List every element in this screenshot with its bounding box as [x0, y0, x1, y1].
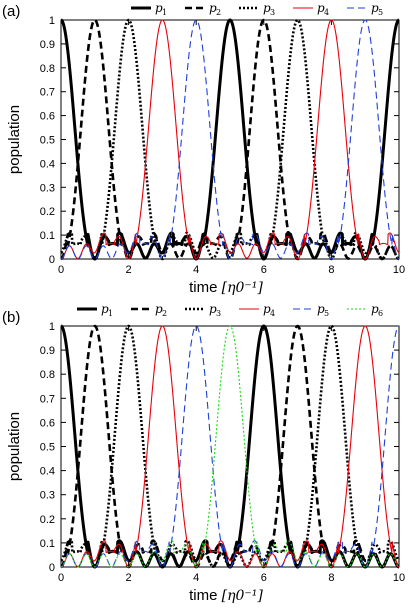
legend-label-sub-p4: 4 — [270, 309, 275, 318]
y-tick-label: 0.5 — [40, 442, 55, 454]
y-tick-label: 0.7 — [40, 87, 55, 99]
y-tick-label: 1 — [49, 15, 55, 27]
legend-label-sub-p2: 2 — [162, 309, 167, 318]
y-tick-label: 0.4 — [40, 466, 55, 478]
legend-label-p3: p — [263, 1, 271, 15]
series-line-p1 — [59, 324, 401, 569]
x-tick-label: 10 — [393, 264, 405, 276]
y-tick-label: 0 — [49, 254, 55, 266]
legend-label-sub-p3: 3 — [216, 309, 221, 318]
legend-label-sub-p5: 5 — [324, 309, 329, 318]
series-line-p5 — [60, 19, 400, 260]
legend-label-p4: p — [263, 302, 271, 316]
legend-label-sub-p5: 5 — [378, 8, 383, 17]
series-line-p1 — [59, 18, 401, 261]
y-tick-label: 0.6 — [40, 111, 55, 123]
legend-label-p1: p — [155, 1, 163, 15]
x-tick-label: 0 — [58, 572, 64, 584]
legend-label-p1: p — [101, 302, 109, 316]
legend-label-sub-p3: 3 — [270, 8, 275, 17]
y-tick-label: 1 — [49, 321, 55, 333]
y-tick-label: 0.7 — [40, 393, 55, 405]
chart-panel-1: 0 2 4 6 8 10 0 0.1 0.2 0.3 0.4 0.5 0.6 0.7 0.8 0.9 1 popu… — [2, 1, 405, 296]
legend-label-p6: p — [371, 302, 379, 316]
x-tick-label: 8 — [328, 572, 334, 584]
x-axis-label: time [η0⁻¹] — [189, 587, 263, 604]
legend-label-p3: p — [209, 302, 217, 316]
x-tick-label: 2 — [126, 264, 132, 276]
legend-label-p5: p — [371, 1, 379, 15]
y-axis-label: population — [6, 412, 23, 481]
x-tick-label: 8 — [328, 264, 334, 276]
legend-label-sub-p1: 1 — [108, 309, 113, 318]
x-axis-label: time [η0⁻¹] — [189, 279, 263, 296]
series-line-p4 — [60, 19, 400, 260]
plot-frame — [60, 19, 400, 260]
y-tick-label: 0.9 — [40, 39, 55, 51]
legend-label-p2: p — [155, 302, 163, 316]
y-tick-label: 0.2 — [40, 206, 55, 218]
y-tick-label: 0.8 — [40, 63, 55, 75]
chart-panel-2: 0 2 4 6 8 10 0 0.1 0.2 0.3 0.4 0.5 0.6 0.7 0.8 0.9 1 popu… — [2, 302, 405, 604]
series-line-p4 — [60, 325, 400, 568]
x-tick-label: 0 — [58, 264, 64, 276]
panel-label: (a) — [2, 3, 20, 20]
y-tick-label: 0.1 — [40, 538, 55, 550]
series-line-p6 — [60, 325, 400, 568]
y-tick-label: 0 — [49, 562, 55, 574]
legend-label-p5: p — [317, 302, 325, 316]
y-tick-label: 0.5 — [40, 135, 55, 147]
y-tick-label: 0.9 — [40, 345, 55, 357]
x-tick-label: 2 — [126, 572, 132, 584]
y-tick-label: 0.3 — [40, 490, 55, 502]
x-tick-label: 10 — [393, 572, 405, 584]
y-tick-label: 0.2 — [40, 514, 55, 526]
legend-label-p4: p — [317, 1, 325, 15]
y-tick-label: 0.4 — [40, 158, 55, 170]
legend-label-sub-p6: 6 — [378, 309, 383, 318]
y-tick-label: 0.1 — [40, 230, 55, 242]
y-tick-label: 0.3 — [40, 182, 55, 194]
y-tick-label: 0.6 — [40, 417, 55, 429]
series-line-p3 — [60, 324, 400, 569]
series-line-p3 — [60, 18, 400, 261]
panel-label: (b) — [2, 309, 20, 326]
series-line-p2 — [60, 324, 400, 569]
x-tick-label: 6 — [261, 572, 267, 584]
legend-label-sub-p1: 1 — [162, 8, 167, 17]
y-axis-label: population — [6, 105, 23, 174]
y-tick-label: 0.8 — [40, 369, 55, 381]
legend-label-p2: p — [209, 1, 217, 15]
legend-label-sub-p2: 2 — [216, 8, 221, 17]
series-line-p2 — [60, 18, 400, 261]
x-tick-label: 6 — [261, 264, 267, 276]
plot-frame — [60, 325, 400, 568]
series-line-p5 — [60, 325, 400, 568]
x-tick-label: 4 — [193, 264, 199, 276]
legend-label-sub-p4: 4 — [324, 8, 329, 17]
x-tick-label: 4 — [193, 572, 199, 584]
